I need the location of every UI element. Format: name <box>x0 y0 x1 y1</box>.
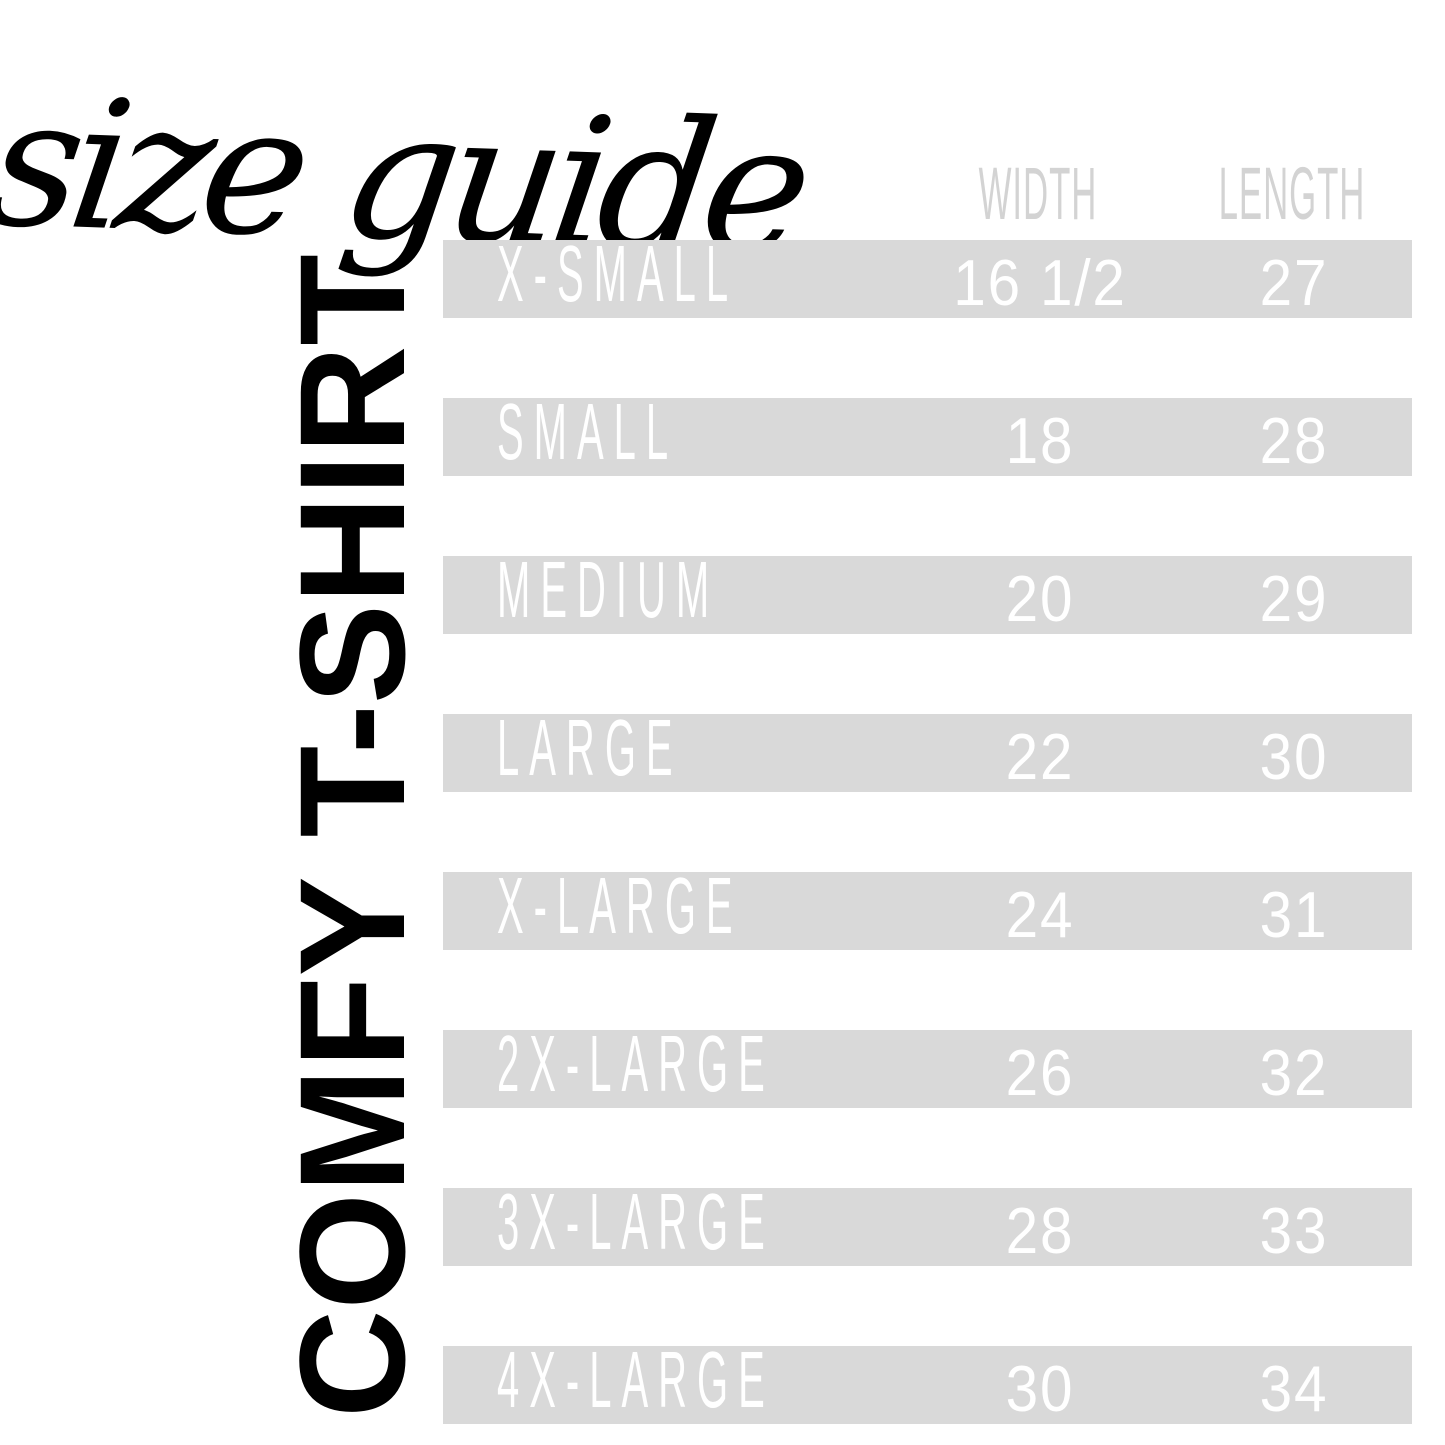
column-header-length: LENGTH <box>1218 152 1366 235</box>
size-label: MEDIUM <box>497 545 720 634</box>
width-value: 20 <box>1005 562 1075 635</box>
width-value: 26 <box>1005 1036 1075 1109</box>
length-value: 29 <box>1259 562 1329 635</box>
length-value: 31 <box>1259 878 1329 951</box>
width-value: 24 <box>1005 878 1075 951</box>
length-value: 28 <box>1259 404 1329 477</box>
width-value: 28 <box>1005 1194 1075 1267</box>
size-label: X-SMALL <box>497 229 739 318</box>
size-label: 4X-LARGE <box>497 1335 775 1424</box>
size-label: 3X-LARGE <box>497 1177 775 1266</box>
size-row-2xlarge: 2X-LARGE 26 32 <box>443 1024 1412 1109</box>
size-label: X-LARGE <box>497 861 743 950</box>
width-value: 18 <box>1005 404 1075 477</box>
length-value: 32 <box>1259 1036 1329 1109</box>
size-label: SMALL <box>497 387 679 476</box>
size-row-xlarge: X-LARGE 24 31 <box>443 866 1412 951</box>
width-value: 16 1/2 <box>953 246 1127 319</box>
length-value: 27 <box>1259 246 1329 319</box>
size-row-xsmall: X-SMALL 16 1/2 27 <box>443 234 1412 319</box>
column-header-width: WIDTH <box>978 152 1098 235</box>
size-row-small: SMALL 18 28 <box>443 392 1412 477</box>
length-value: 33 <box>1259 1194 1329 1267</box>
size-row-4xlarge: 4X-LARGE 30 34 <box>443 1340 1412 1425</box>
length-value: 34 <box>1259 1352 1329 1425</box>
size-row-3xlarge: 3X-LARGE 28 33 <box>443 1182 1412 1267</box>
length-value: 30 <box>1259 720 1329 793</box>
width-value: 22 <box>1005 720 1075 793</box>
size-label: 2X-LARGE <box>497 1019 775 1108</box>
size-label: LARGE <box>497 703 683 792</box>
width-value: 30 <box>1005 1352 1075 1425</box>
size-row-large: LARGE 22 30 <box>443 708 1412 793</box>
size-row-medium: MEDIUM 20 29 <box>443 550 1412 635</box>
